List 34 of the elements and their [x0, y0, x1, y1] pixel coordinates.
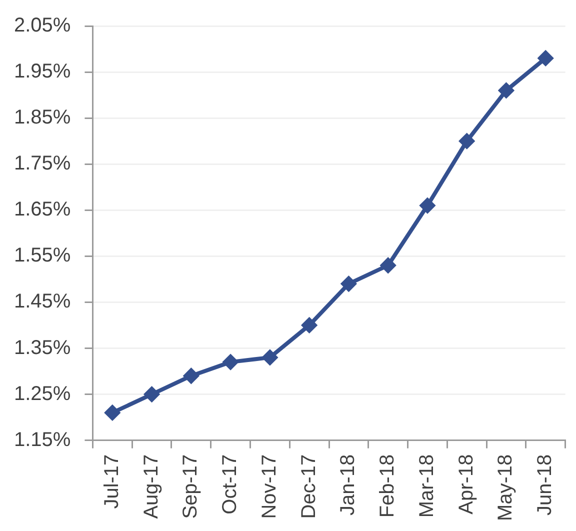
point	[104, 405, 120, 420]
point	[262, 350, 278, 365]
point	[380, 258, 396, 273]
y-tick-label: 1.15%	[14, 428, 71, 451]
x-tick-label: Oct-17	[219, 454, 242, 514]
y-tick-label: 1.25%	[14, 382, 71, 405]
x-tick-label: Sep-17	[180, 454, 202, 519]
y-tick-label: 1.55%	[14, 244, 71, 267]
x-tick-label: Dec-17	[298, 454, 320, 519]
point	[223, 354, 238, 370]
point	[341, 276, 356, 292]
point	[459, 134, 474, 149]
point	[302, 318, 317, 333]
y-tick-label: 1.35%	[14, 336, 71, 359]
y-tick-label: 2.05%	[14, 14, 71, 37]
y-tick-label: 1.75%	[14, 152, 71, 175]
y-tick-label: 1.95%	[14, 60, 71, 83]
x-tick-label: Nov-17	[258, 454, 280, 519]
x-tick-label: Aug-17	[140, 454, 162, 519]
y-tick-label: 1.45%	[14, 290, 71, 313]
point	[184, 368, 199, 384]
point	[538, 50, 554, 66]
x-tick-label: Mar-18	[416, 454, 438, 518]
x-tick-label: Jul-17	[100, 454, 123, 509]
y-tick-label: 1.85%	[14, 106, 71, 129]
y-tick-label: 1.65%	[14, 198, 71, 221]
x-tick-label: Apr-18	[455, 454, 478, 514]
x-tick-label: May-18	[494, 454, 517, 522]
x-tick-label: Jun-18	[534, 454, 556, 516]
point	[420, 198, 435, 214]
point	[498, 82, 514, 98]
x-tick-label: Feb-18	[376, 454, 399, 518]
x-tick-label: Jan-18	[337, 454, 360, 516]
point	[144, 386, 160, 402]
